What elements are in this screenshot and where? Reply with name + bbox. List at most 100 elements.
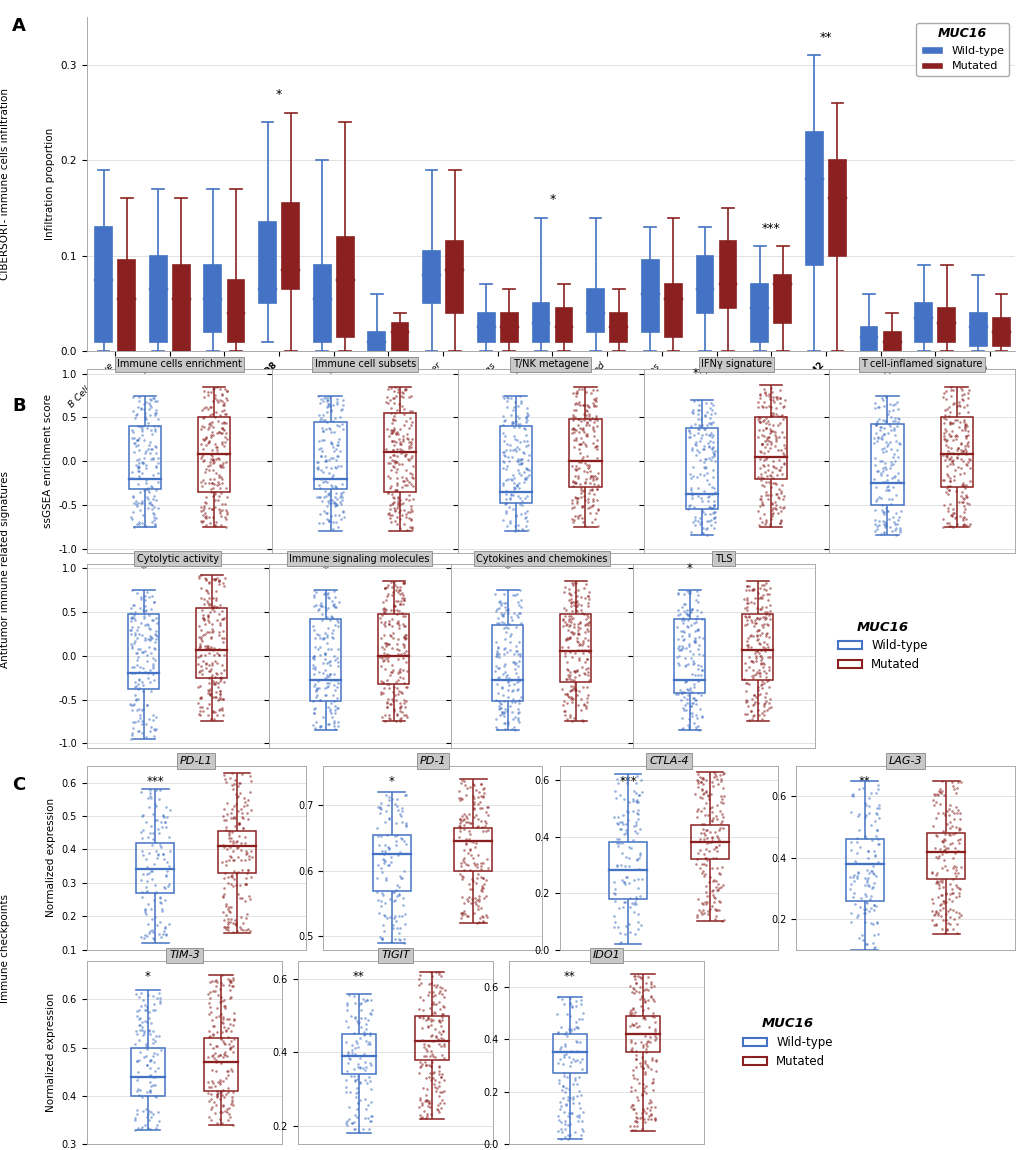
- Point: [926, 792, 943, 811]
- Point: [504, 486, 521, 505]
- Point: [556, 647, 573, 666]
- Point: [434, 1090, 450, 1109]
- Point: [497, 482, 514, 500]
- Point: [430, 1065, 446, 1083]
- Point: [220, 1010, 236, 1028]
- Point: [959, 384, 975, 402]
- Point: [961, 472, 977, 490]
- Point: [360, 1035, 376, 1053]
- Point: [395, 405, 412, 423]
- Point: [398, 429, 415, 447]
- Point: [382, 600, 398, 619]
- Point: [585, 394, 601, 413]
- Point: [935, 837, 952, 856]
- Point: [211, 699, 227, 718]
- Point: [435, 1082, 451, 1101]
- Point: [864, 934, 880, 952]
- Point: [851, 821, 867, 839]
- Bar: [130, 1048, 165, 1096]
- Point: [560, 618, 577, 636]
- Point: [751, 497, 767, 515]
- Point: [225, 1011, 242, 1029]
- Point: [212, 994, 228, 1012]
- Point: [687, 436, 703, 454]
- Point: [362, 1053, 378, 1072]
- Point: [567, 674, 583, 692]
- Point: [125, 388, 142, 406]
- Point: [202, 452, 218, 470]
- Point: [122, 695, 139, 713]
- Point: [625, 791, 641, 810]
- Point: [307, 629, 323, 647]
- Point: [334, 501, 351, 520]
- Point: [388, 423, 405, 442]
- Point: [395, 628, 412, 646]
- Point: [127, 494, 144, 513]
- Point: [763, 507, 780, 526]
- Point: [380, 393, 396, 412]
- Point: [633, 772, 649, 790]
- Point: [201, 669, 217, 688]
- Point: [137, 1024, 153, 1042]
- Point: [944, 451, 960, 469]
- Point: [621, 889, 637, 907]
- Point: [335, 391, 352, 409]
- Point: [569, 586, 585, 605]
- Point: [151, 1112, 167, 1130]
- Point: [138, 455, 154, 474]
- Point: [397, 691, 414, 710]
- Point: [636, 1065, 652, 1083]
- Point: [883, 396, 900, 414]
- Point: [386, 891, 403, 910]
- Point: [417, 1068, 433, 1087]
- Point: [757, 473, 773, 491]
- Point: [311, 431, 327, 450]
- Point: [623, 894, 639, 912]
- Point: [626, 1015, 642, 1034]
- Point: [310, 459, 326, 477]
- Point: [750, 412, 766, 430]
- Text: *: *: [327, 367, 333, 381]
- Point: [214, 903, 230, 921]
- Point: [944, 414, 960, 432]
- Point: [578, 650, 594, 668]
- Point: [713, 912, 730, 930]
- Point: [624, 1121, 640, 1140]
- Point: [227, 784, 244, 803]
- Point: [512, 604, 528, 622]
- Point: [688, 850, 704, 868]
- Point: [689, 586, 705, 605]
- Point: [574, 711, 590, 729]
- Point: [516, 420, 532, 438]
- Point: [688, 705, 704, 723]
- Point: [461, 779, 477, 797]
- Point: [580, 608, 596, 627]
- Point: [571, 381, 587, 399]
- Point: [318, 667, 334, 685]
- Point: [688, 690, 704, 708]
- Point: [223, 849, 239, 867]
- Point: [756, 688, 772, 706]
- Point: [145, 1046, 161, 1065]
- Point: [123, 608, 140, 627]
- Point: [208, 463, 224, 482]
- Point: [951, 810, 967, 828]
- Point: [314, 605, 330, 623]
- Point: [207, 652, 223, 670]
- Point: [394, 429, 411, 447]
- Point: [127, 437, 144, 455]
- Point: [573, 1010, 589, 1028]
- Point: [954, 474, 970, 492]
- Point: [775, 454, 792, 473]
- Point: [615, 790, 632, 808]
- Point: [431, 999, 447, 1018]
- Point: [498, 643, 515, 661]
- Point: [160, 875, 176, 894]
- Point: [578, 414, 594, 432]
- Point: [564, 649, 580, 667]
- Point: [946, 838, 962, 857]
- Point: [130, 1032, 147, 1050]
- Point: [147, 406, 163, 424]
- Point: [206, 638, 222, 657]
- Point: [217, 821, 233, 839]
